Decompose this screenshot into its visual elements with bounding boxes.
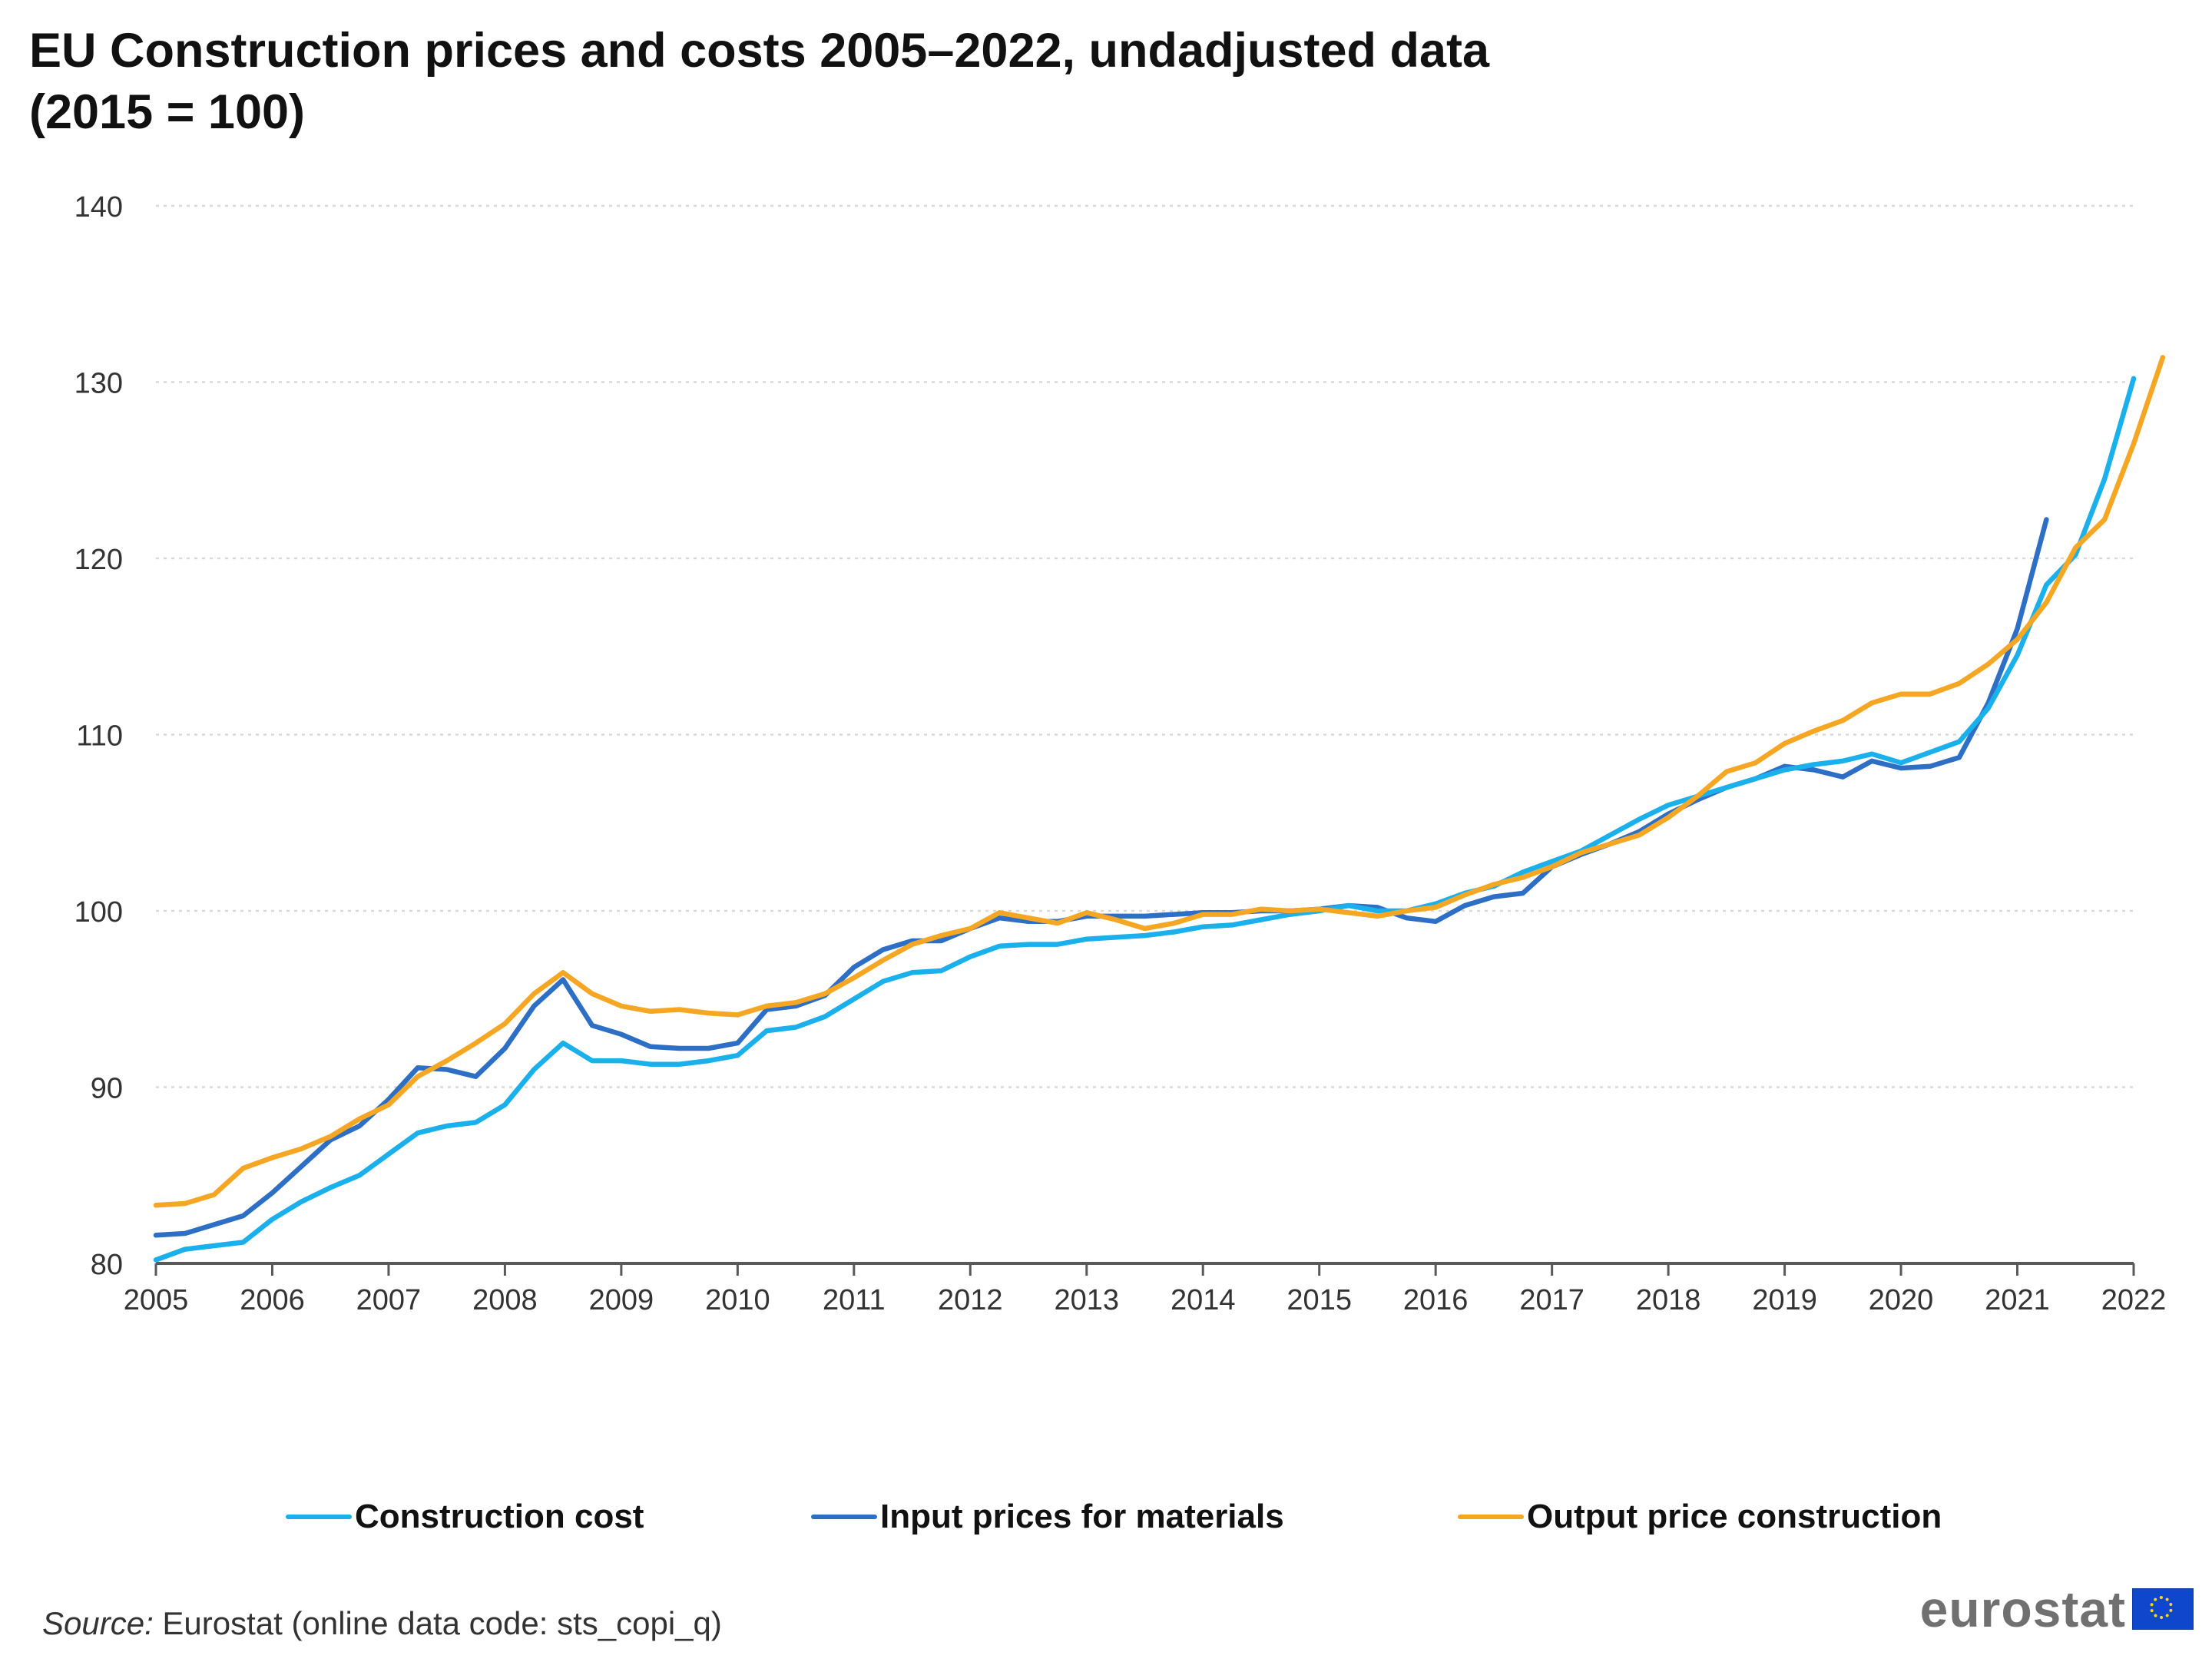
- series-line-output-price: [153, 355, 2166, 1208]
- line-chart: 80 90 100 110 120 130 140 2005 2006 2007 2008 2009…: [75, 191, 2167, 1316]
- legend-swatch-construction-cost: [286, 1515, 352, 1519]
- legend-swatch-output-price: [1458, 1515, 1524, 1519]
- gridlines: [156, 204, 2134, 1088]
- x-tick-label: 2012: [938, 1284, 1003, 1316]
- series-line-construction-cost: [153, 376, 2137, 1263]
- y-tick-label: 100: [75, 896, 123, 929]
- x-tick-label: 2008: [472, 1284, 538, 1316]
- x-tick-label: 2011: [823, 1284, 886, 1316]
- legend-label-output-price: Output price construction: [1527, 1498, 1942, 1535]
- x-tick-label: 2017: [1519, 1284, 1584, 1316]
- y-tick-label: 130: [75, 368, 123, 400]
- x-tick-label: 2013: [1054, 1284, 1119, 1316]
- x-tick-label: 2015: [1286, 1284, 1352, 1316]
- x-tick-label: 2019: [1752, 1284, 1817, 1316]
- legend: Construction cost Input prices for mater…: [0, 1494, 2212, 1540]
- source-text: Eurostat (online data code: sts_copi_q): [153, 1605, 722, 1641]
- x-tick-label: 2005: [124, 1284, 189, 1316]
- legend-item-output-price[interactable]: Output price construction: [1458, 1494, 1942, 1540]
- legend-swatch-input-prices: [811, 1515, 877, 1519]
- x-axis: 2005 2006 2007 2008 2009 2010 2011 2012 2013 2014…: [124, 1262, 2167, 1316]
- legend-item-construction-cost[interactable]: Construction cost: [286, 1494, 644, 1540]
- series-lines: [153, 355, 2166, 1263]
- x-tick-label: 2009: [589, 1284, 654, 1316]
- x-tick-label: 2020: [1869, 1284, 1934, 1316]
- y-tick-label: 140: [75, 191, 123, 223]
- chart-title: EU Construction prices and costs 2005–20…: [29, 20, 1489, 143]
- chart-title-line-1: EU Construction prices and costs 2005–20…: [29, 24, 1490, 78]
- brand-name: eurostat: [1919, 1581, 2126, 1637]
- x-tick-label: 2016: [1403, 1284, 1469, 1316]
- x-tick-label: 2021: [1985, 1284, 2050, 1316]
- y-tick-label: 80: [91, 1249, 123, 1281]
- x-tick-label: 2014: [1171, 1284, 1236, 1316]
- x-tick-label: 2022: [2101, 1284, 2167, 1316]
- chart-title-line-2: (2015 = 100): [29, 85, 306, 139]
- source-label: Source:: [42, 1605, 154, 1641]
- legend-label-construction-cost: Construction cost: [355, 1498, 644, 1535]
- source-note: Source: Eurostat (online data code: sts_…: [42, 1605, 722, 1642]
- x-tick-label: 2007: [356, 1284, 422, 1316]
- legend-item-input-prices[interactable]: Input prices for materials: [811, 1494, 1284, 1540]
- y-tick-label: 110: [76, 720, 123, 753]
- y-tick-label: 120: [75, 544, 123, 576]
- x-tick-label: 2006: [240, 1284, 305, 1316]
- x-tick-label: 2010: [705, 1284, 770, 1316]
- x-tick-label: 2018: [1636, 1284, 1701, 1316]
- legend-label-input-prices: Input prices for materials: [880, 1498, 1284, 1535]
- eu-flag-icon: [2132, 1588, 2194, 1630]
- y-tick-label: 90: [91, 1073, 123, 1105]
- eurostat-logo: eurostat: [1919, 1581, 2194, 1637]
- y-axis: 80 90 100 110 120 130 140: [75, 191, 123, 1281]
